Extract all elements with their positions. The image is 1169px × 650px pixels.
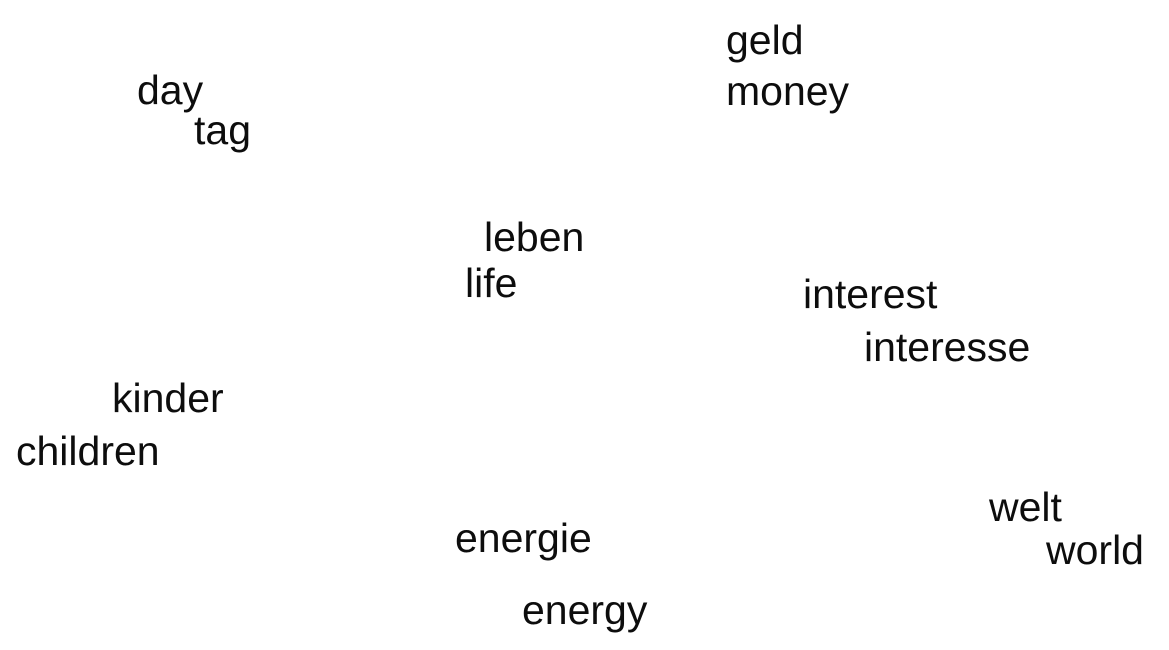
point-label-energy: energy	[522, 587, 648, 633]
point-label-energie: energie	[455, 515, 592, 561]
point-label-welt: welt	[989, 484, 1062, 530]
point-label-tag: tag	[194, 107, 251, 153]
point-label-world: world	[1046, 527, 1144, 573]
point-label-day: day	[137, 67, 204, 113]
point-label-interest: interest	[803, 271, 938, 317]
point-label-money: money	[726, 68, 850, 114]
point-label-life: life	[465, 260, 518, 306]
point-label-geld: geld	[726, 17, 804, 63]
point-label-leben: leben	[484, 214, 585, 260]
point-label-interesse: interesse	[864, 324, 1031, 370]
point-label-kinder: kinder	[112, 375, 224, 421]
point-label-children: children	[16, 428, 160, 474]
